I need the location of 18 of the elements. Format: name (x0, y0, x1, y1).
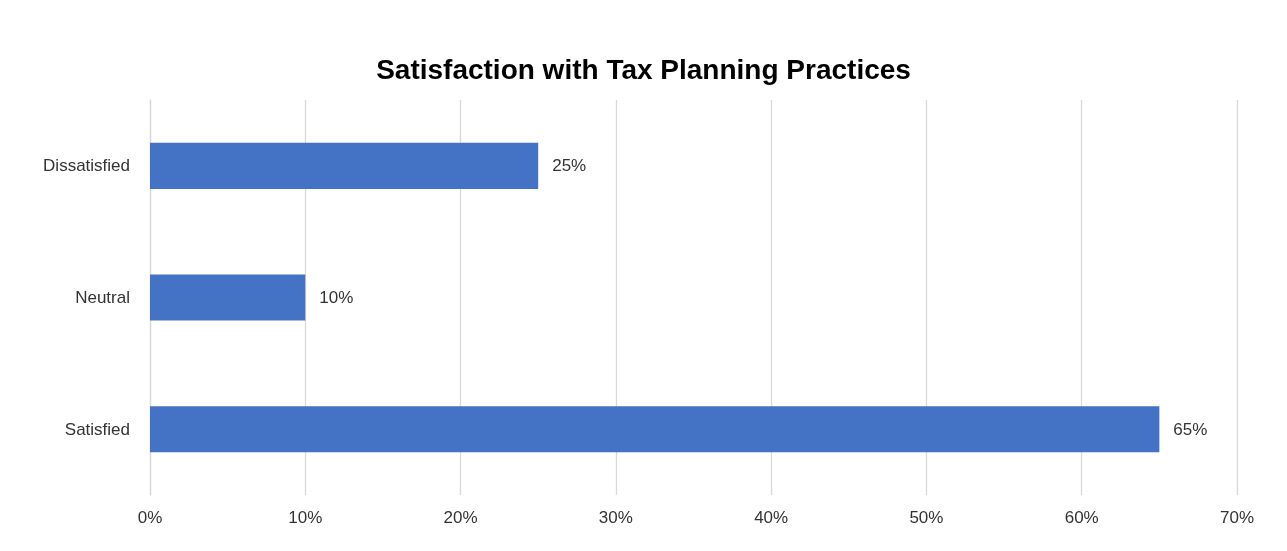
bar (150, 142, 539, 189)
bar (150, 406, 1160, 453)
y-tick-label: Satisfied (64, 419, 130, 439)
data-label: 65% (1173, 419, 1208, 439)
y-tick-label: Dissatisfied (43, 156, 130, 176)
x-tick-label: 10% (288, 508, 323, 527)
x-tick-label: 30% (598, 508, 633, 527)
x-tick-label: 20% (443, 508, 478, 527)
x-tick-label: 50% (909, 508, 944, 527)
x-tick-label: 0% (137, 508, 163, 527)
chart-title: Satisfaction with Tax Planning Practices (376, 53, 911, 85)
data-label: 25% (552, 156, 587, 176)
bar (150, 274, 306, 321)
x-tick-label: 70% (1219, 508, 1255, 527)
x-tick-label: 40% (754, 508, 789, 527)
y-tick-label: Neutral (75, 288, 130, 307)
x-tick-label: 60% (1064, 508, 1099, 527)
data-label: 10% (319, 288, 354, 307)
